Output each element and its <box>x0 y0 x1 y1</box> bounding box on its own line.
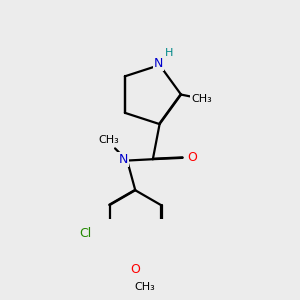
Text: O: O <box>187 152 197 164</box>
Text: N: N <box>154 57 163 70</box>
Text: CH₃: CH₃ <box>134 283 155 292</box>
Text: N: N <box>118 153 128 166</box>
Text: H: H <box>165 48 173 58</box>
Text: Cl: Cl <box>79 227 92 240</box>
Text: O: O <box>130 263 140 276</box>
Text: CH₃: CH₃ <box>191 94 212 103</box>
Text: CH₃: CH₃ <box>98 135 119 145</box>
